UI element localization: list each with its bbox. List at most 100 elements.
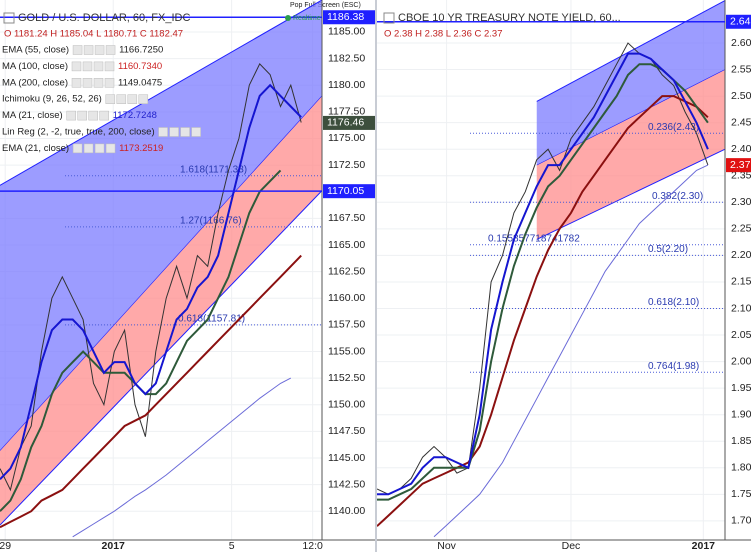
price-tag	[726, 14, 751, 29]
x-tick-label: 12:0	[302, 540, 323, 552]
indicator-button	[93, 78, 104, 88]
y-tick-label: 1165.00	[328, 239, 365, 251]
y-tick-label: 2.05	[731, 329, 751, 341]
series-line	[433, 164, 709, 538]
y-tick-label: 1147.50	[328, 425, 365, 437]
y-tick-label: 1167.50	[328, 212, 365, 224]
y-tick-label: 1.85	[731, 435, 751, 447]
indicator-button	[71, 61, 82, 72]
toolbar-text: Pop Full Screen (ESC)	[290, 2, 361, 9]
legend-icon	[383, 12, 395, 24]
indicator-name: MA (200, close)	[2, 77, 68, 88]
price-tag	[726, 158, 751, 173]
fib-label: 0.155857718741782	[488, 233, 580, 244]
x-tick-label: Dec	[562, 540, 581, 552]
indicator-button	[99, 110, 109, 121]
price-tag-label: 1186.38	[327, 11, 364, 23]
indicator-value: 1149.0475	[118, 77, 162, 88]
indicator-button	[191, 127, 201, 137]
y-tick-label: 2.45	[731, 116, 751, 128]
y-tick-label: 2.35	[731, 170, 751, 182]
indicator-button	[71, 78, 82, 88]
y-tick-label: 2.00	[731, 355, 751, 367]
y-tick-label: 1177.50	[328, 106, 365, 118]
y-tick-label: 2.20	[731, 249, 751, 261]
indicator-button	[116, 94, 127, 104]
indicator-name: EMA (21, close)	[2, 143, 69, 154]
y-tick-label: 2.55	[731, 63, 751, 75]
indicator-button	[104, 61, 115, 72]
series-line	[0, 254, 302, 529]
ohlc: O 1181.24 H 1185.04 L 1180.71 C 1182.47	[4, 29, 183, 40]
indicator-name: MA (100, close)	[2, 61, 68, 72]
y-tick-label: 1172.50	[328, 159, 365, 171]
price-tag-label: 2.64	[730, 16, 751, 28]
chart-title: GOLD / U.S. DOLLAR, 60, FX_IDC	[18, 12, 190, 24]
legend-icon	[3, 12, 15, 24]
indicator-button	[88, 110, 98, 121]
y-tick-label: 1145.00	[328, 452, 365, 464]
y-tick-label: 1.90	[731, 408, 751, 420]
price-tag-label: 1170.05	[327, 185, 364, 197]
y-tick-label: 1185.00	[328, 26, 365, 38]
y-tick-label: 2.60	[731, 37, 751, 49]
indicator-value: 1160.7340	[118, 61, 162, 72]
indicator-button	[138, 94, 149, 104]
indicator-value: 1173.2519	[119, 143, 163, 154]
indicator-button	[83, 143, 94, 154]
ohlc: O 2.38 H 2.38 L 2.36 C 2.37	[384, 29, 502, 40]
price-tag-label: 2.37	[730, 159, 751, 171]
y-tick-label: 1162.50	[328, 265, 365, 277]
status-dot	[285, 15, 291, 21]
channel-line	[536, 148, 725, 240]
x-tick-label: 2017	[102, 540, 126, 552]
indicator-button	[127, 94, 138, 104]
series-line	[72, 377, 292, 538]
channel-line	[536, 69, 725, 166]
fib-label: 0.764(1.98)	[648, 361, 699, 372]
y-tick-label: 1150.00	[328, 399, 365, 411]
y-tick-label: 2.30	[731, 196, 751, 208]
indicator-button	[105, 45, 116, 55]
channel-line	[0, 190, 322, 526]
indicator-button	[158, 127, 168, 137]
price-tag	[323, 184, 375, 199]
indicator-button	[93, 61, 104, 72]
indicator-name: Ichimoku (9, 26, 52, 26)	[2, 94, 102, 105]
channel-line	[0, 0, 322, 186]
price-tag-label: 1176.46	[327, 117, 364, 129]
indicator-button	[83, 45, 94, 55]
y-tick-label: 2.40	[731, 143, 751, 155]
channel-lower	[0, 95, 322, 526]
y-tick-label: 2.25	[731, 223, 751, 235]
indicator-button	[94, 143, 105, 154]
indicator-button	[82, 61, 93, 72]
fib-label: 0.382(2.30)	[652, 191, 703, 202]
indicator-button	[104, 78, 115, 88]
y-tick-label: 1.80	[731, 462, 751, 474]
fib-label: 1.27(1166.76)	[180, 216, 242, 227]
y-tick-label: 1142.50	[328, 478, 365, 490]
indicator-button	[77, 110, 87, 121]
y-tick-label: 1140.00	[328, 505, 365, 517]
plot-area: 1.618(1171.33) 1.27(1166.76) 0.618(1157.81…	[0, 0, 322, 540]
channel-line	[536, 0, 725, 102]
y-tick-label: 2.50	[731, 90, 751, 102]
y-tick-label: 1160.00	[328, 292, 365, 304]
y-tick-label: 1.75	[731, 488, 751, 500]
indicator-name: Lin Reg (2, -2, true, true, 200, close)	[2, 127, 155, 138]
status: Realtime	[293, 15, 321, 22]
indicator-button	[82, 78, 93, 88]
x-tick-label: 29	[0, 540, 11, 552]
panel-divider	[375, 0, 377, 552]
fib-label: 1.618(1171.33)	[180, 164, 247, 175]
indicator-button	[72, 143, 83, 154]
series-line	[377, 52, 709, 496]
series-line	[0, 83, 302, 480]
indicator-button	[180, 127, 190, 137]
chart-title: CBOE 10 YR TREASURY NOTE YIELD, 60...	[398, 12, 621, 24]
indicator-button	[66, 110, 76, 121]
y-tick-label: 1157.50	[328, 319, 365, 331]
series-line	[377, 95, 709, 527]
y-tick-label: 1180.00	[328, 79, 365, 91]
